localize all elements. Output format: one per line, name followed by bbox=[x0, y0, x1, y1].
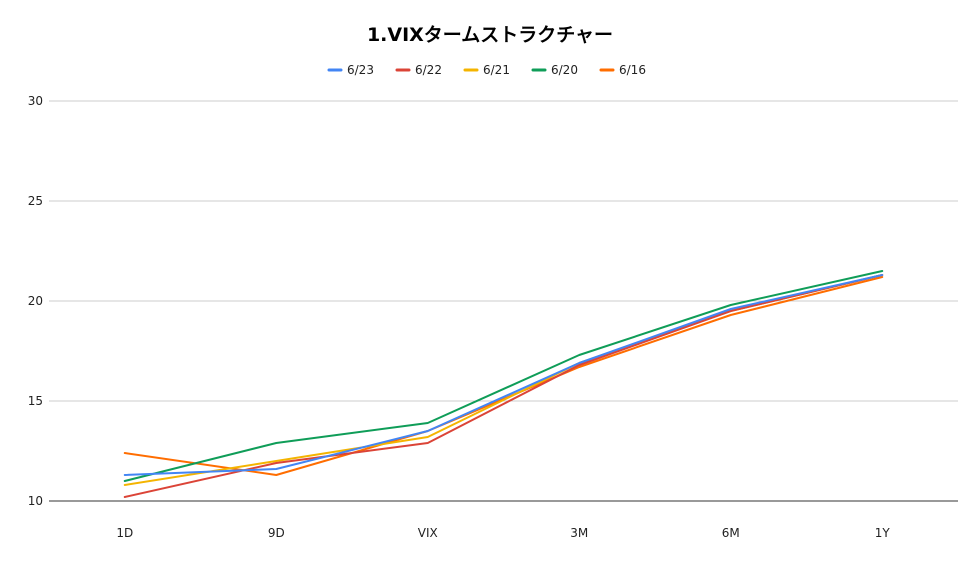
x-tick-label: 3M bbox=[570, 526, 588, 540]
legend-item[interactable]: 6/16 bbox=[599, 63, 646, 77]
y-tick-label: 10 bbox=[28, 494, 43, 508]
series-line-6-20 bbox=[123, 270, 884, 482]
x-tick-label: 1Y bbox=[875, 526, 891, 540]
legend-item[interactable]: 6/23 bbox=[327, 63, 374, 77]
y-tick-label: 20 bbox=[28, 294, 43, 308]
y-axis-ticks: 10 15 20 25 30 bbox=[28, 94, 43, 508]
x-tick-label: 9D bbox=[268, 526, 285, 540]
x-tick-label: 1D bbox=[116, 526, 133, 540]
x-axis-ticks: 1D 9D VIX 3M 6M 1Y bbox=[116, 526, 890, 540]
series-line-6-16 bbox=[123, 276, 884, 476]
gridlines bbox=[49, 100, 958, 502]
legend-item[interactable]: 6/20 bbox=[531, 63, 578, 77]
y-tick-label: 30 bbox=[28, 94, 43, 108]
legend-label: 6/16 bbox=[619, 63, 646, 77]
series-lines bbox=[123, 270, 884, 498]
legend-item[interactable]: 6/21 bbox=[463, 63, 510, 77]
series-line-6-22 bbox=[123, 274, 884, 498]
x-tick-label: VIX bbox=[418, 526, 438, 540]
series-line-6-23 bbox=[123, 274, 884, 476]
legend-label: 6/23 bbox=[347, 63, 374, 77]
legend: 6/23 6/22 6/21 6/20 6/16 bbox=[327, 63, 646, 77]
y-tick-label: 15 bbox=[28, 394, 43, 408]
legend-label: 6/21 bbox=[483, 63, 510, 77]
legend-item[interactable]: 6/22 bbox=[395, 63, 442, 77]
x-tick-label: 6M bbox=[722, 526, 740, 540]
legend-label: 6/20 bbox=[551, 63, 578, 77]
legend-label: 6/22 bbox=[415, 63, 442, 77]
y-tick-label: 25 bbox=[28, 194, 43, 208]
chart-title: 1.VIXタームストラクチャー bbox=[367, 24, 613, 46]
